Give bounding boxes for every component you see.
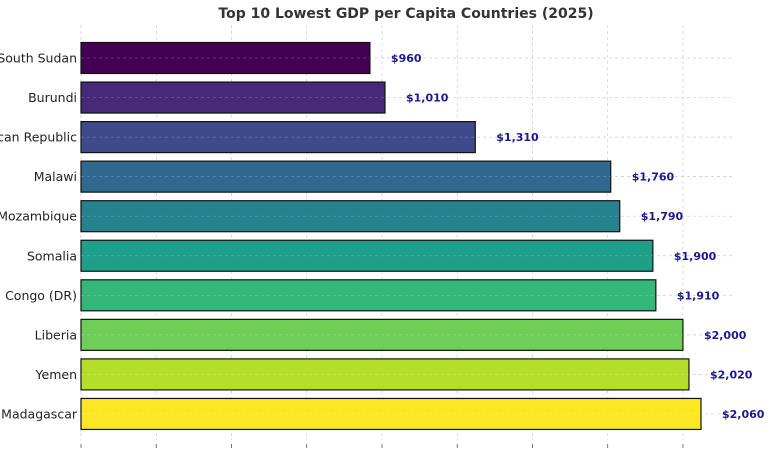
category-label: South Sudan [0,51,77,66]
category-label: Madagascar [1,406,78,421]
labels: South Sudan $960 Burundi $1,010 Central Afri… [0,51,765,422]
bar [80,200,621,233]
category-label: Yemen [35,367,77,382]
value-label: $2,000 [704,329,747,342]
bar [80,397,702,431]
value-label: $1,910 [677,289,720,302]
bar [80,160,612,193]
chart-title: Top 10 Lowest GDP per Capita Countries (… [218,6,593,22]
category-label: Somalia [27,248,77,263]
bar [80,239,654,272]
category-label: Liberia [35,327,77,342]
value-label: $2,060 [722,408,765,421]
bar [80,120,476,154]
category-label: Congo (DR) [5,288,77,303]
value-label: $2,020 [710,368,753,381]
category-label: Burundi [28,90,77,105]
value-label: $1,790 [641,210,684,223]
bar [80,81,386,114]
category-label: Mozambique [0,209,77,224]
bar [80,358,690,391]
category-label: Central African Republic [0,130,77,145]
value-label: $1,010 [406,92,449,105]
bar [80,318,684,351]
category-label: Malawi [34,169,77,184]
bar [80,279,657,312]
value-label: $1,900 [674,250,717,263]
value-label: $1,760 [632,171,675,184]
bar [80,41,371,75]
value-label: $960 [391,52,422,65]
value-label: $1,310 [496,131,539,144]
bars [80,41,702,431]
